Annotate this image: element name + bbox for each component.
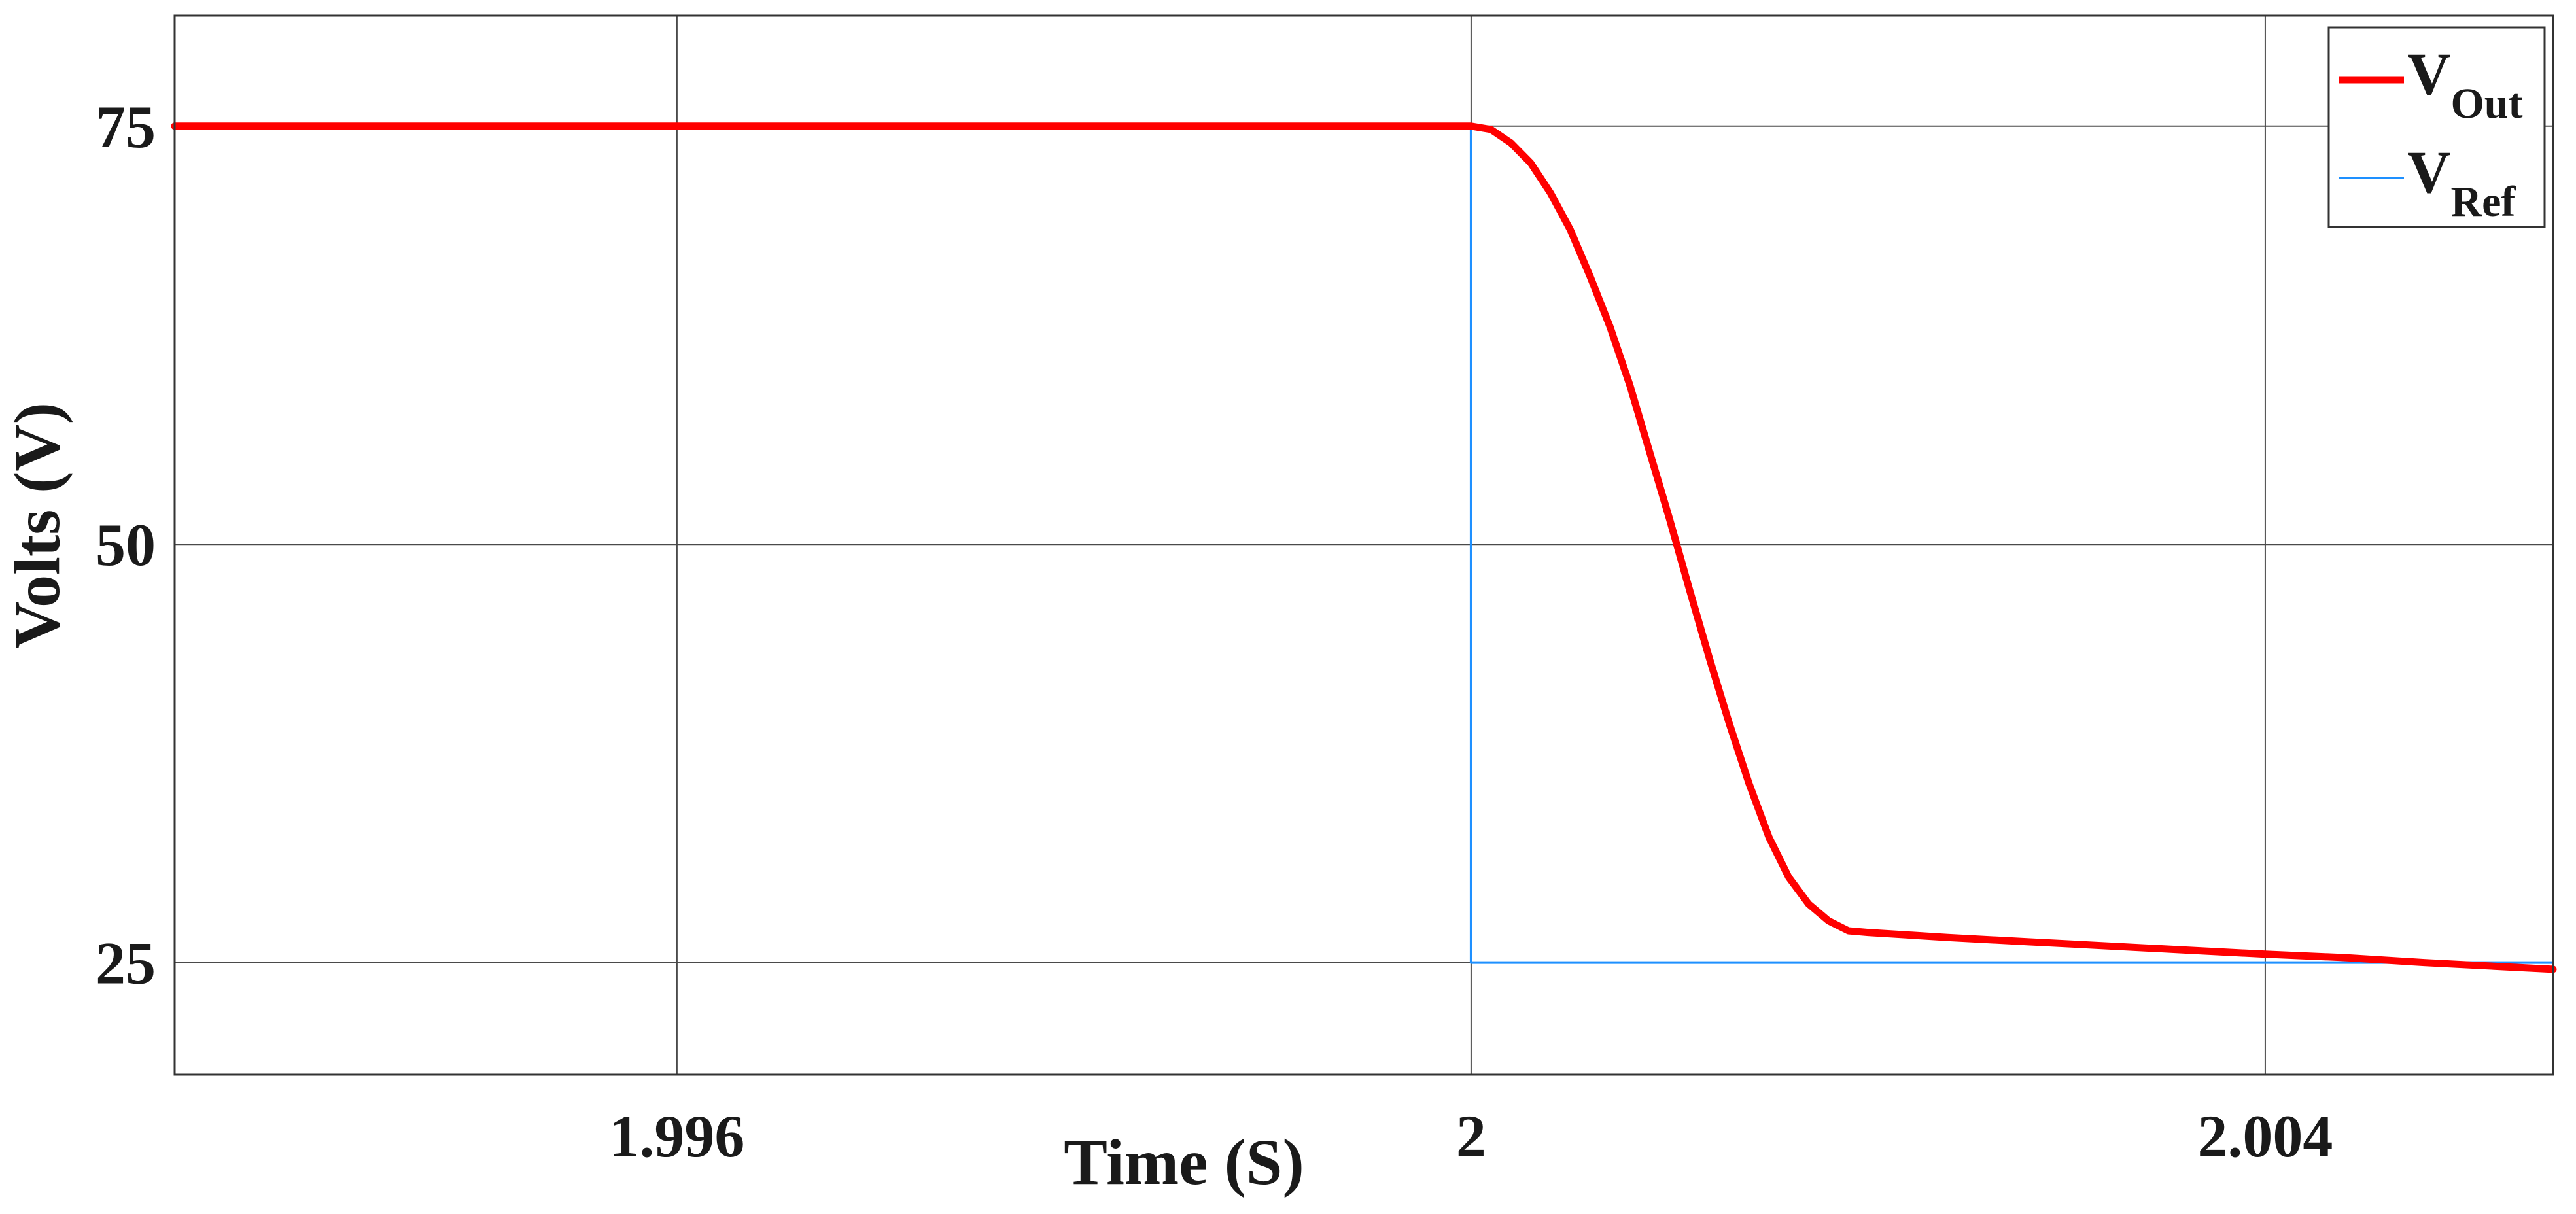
series-layer xyxy=(171,122,2557,973)
legend-box xyxy=(2327,26,2546,228)
x-axis-ticks: 1.996 2 2.004 xyxy=(609,1103,2333,1170)
legend-label-v-ref: VRef xyxy=(2407,139,2516,226)
legend: VOut VRef xyxy=(2327,26,2546,228)
x-axis-label: Time (S) xyxy=(1064,1126,1304,1198)
y-axis-ticks: 25 50 75 xyxy=(96,94,156,997)
y-axis-label: Volts (V) xyxy=(1,402,73,649)
grid-lines xyxy=(175,16,2553,1075)
y-tick-label: 75 xyxy=(96,94,156,160)
y-tick-label: 50 xyxy=(96,512,156,578)
series-line-v-out xyxy=(171,122,2557,973)
y-tick-label: 25 xyxy=(96,930,156,997)
legend-label-v-out: VOut xyxy=(2407,41,2522,128)
x-tick-label: 1.996 xyxy=(609,1103,744,1170)
x-tick-label: 2.004 xyxy=(2197,1103,2333,1170)
x-tick-label: 2 xyxy=(1456,1103,1486,1170)
plot-area-frame xyxy=(173,14,2554,1076)
